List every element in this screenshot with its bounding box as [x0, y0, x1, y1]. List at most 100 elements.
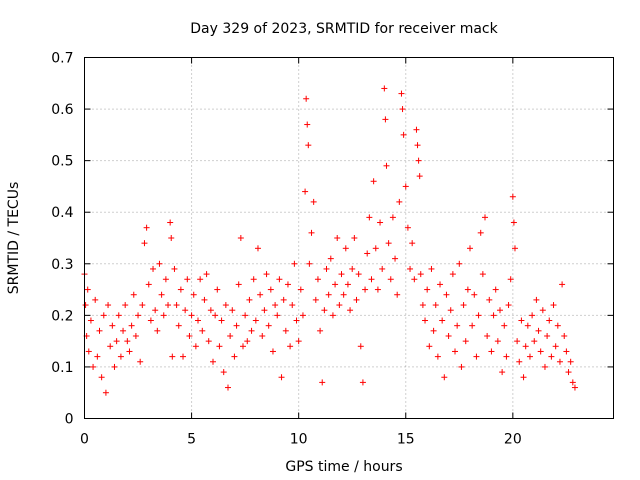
data-point	[293, 317, 300, 324]
data-point	[100, 312, 107, 319]
data-point	[510, 219, 517, 226]
data-point	[520, 374, 527, 381]
data-point	[359, 379, 366, 386]
data-point	[239, 343, 246, 350]
data-point	[456, 260, 463, 267]
data-point	[389, 214, 396, 221]
data-point	[409, 240, 416, 247]
data-point	[368, 276, 375, 283]
data-point	[452, 348, 459, 355]
y-tick-label: 0.4	[51, 205, 73, 221]
data-point	[416, 173, 423, 180]
data-point	[426, 343, 433, 350]
data-point	[197, 276, 204, 283]
data-point	[304, 121, 311, 128]
data-point	[490, 312, 497, 319]
data-point	[441, 374, 448, 381]
data-point	[177, 286, 184, 293]
data-point	[526, 353, 533, 360]
data-point	[128, 322, 135, 329]
data-point	[374, 286, 381, 293]
data-point	[481, 214, 488, 221]
data-point	[511, 245, 518, 252]
data-point	[150, 265, 157, 272]
data-point	[503, 353, 510, 360]
data-point	[274, 312, 281, 319]
data-point	[287, 343, 294, 350]
data-point	[385, 240, 392, 247]
data-point	[362, 286, 369, 293]
data-point	[414, 142, 421, 149]
data-point	[396, 198, 403, 205]
data-point	[276, 276, 283, 283]
data-point	[303, 95, 310, 102]
data-point	[132, 332, 139, 339]
x-tick-label: 10	[290, 432, 308, 448]
data-point	[205, 338, 212, 345]
data-point	[366, 214, 373, 221]
data-point	[484, 332, 491, 339]
data-point	[473, 353, 480, 360]
data-point	[411, 276, 418, 283]
data-point	[492, 286, 499, 293]
data-point	[201, 296, 208, 303]
data-point	[182, 307, 189, 314]
data-point	[295, 338, 302, 345]
data-point	[462, 338, 469, 345]
data-point	[565, 369, 572, 376]
data-point	[250, 276, 257, 283]
data-point	[488, 348, 495, 355]
data-point	[192, 343, 199, 350]
data-point	[188, 312, 195, 319]
data-point	[210, 358, 217, 365]
data-point	[550, 302, 557, 309]
data-point	[186, 332, 193, 339]
data-point	[231, 353, 238, 360]
data-point	[171, 265, 178, 272]
data-point	[370, 178, 377, 185]
y-tick-label: 0.2	[51, 308, 73, 324]
data-point	[147, 317, 154, 324]
data-point	[102, 389, 109, 396]
data-point	[84, 286, 91, 293]
data-point	[464, 286, 471, 293]
data-point	[154, 327, 161, 334]
data-point	[323, 265, 330, 272]
chart-title: Day 329 of 2023, SRMTID for receiver mac…	[190, 21, 498, 37]
data-point	[377, 219, 384, 226]
data-point	[535, 327, 542, 334]
data-point	[152, 307, 159, 314]
data-point	[364, 250, 371, 257]
data-point	[505, 302, 512, 309]
y-tick-label: 0.6	[51, 102, 73, 118]
data-point	[467, 245, 474, 252]
data-point	[336, 302, 343, 309]
data-point	[471, 291, 478, 298]
data-point	[355, 271, 362, 278]
data-point	[312, 296, 319, 303]
data-point	[556, 358, 563, 365]
data-point	[321, 307, 328, 314]
data-point	[92, 296, 99, 303]
data-point	[499, 369, 506, 376]
plot-frame	[84, 57, 614, 419]
data-point	[424, 286, 431, 293]
data-point	[475, 312, 482, 319]
data-point	[552, 343, 559, 350]
data-point	[98, 374, 105, 381]
data-point	[496, 307, 503, 314]
data-point	[544, 332, 551, 339]
data-point	[107, 343, 114, 350]
y-tick-label: 0.3	[51, 257, 73, 273]
data-point	[126, 348, 133, 355]
data-point	[449, 271, 456, 278]
data-point	[244, 338, 251, 345]
data-point	[90, 363, 97, 370]
data-point	[115, 312, 122, 319]
data-point	[559, 281, 566, 288]
y-axis-label: SRMTID / TECUs	[6, 182, 22, 295]
data-point	[124, 338, 131, 345]
data-point	[117, 353, 124, 360]
grid	[84, 57, 614, 419]
data-point	[344, 281, 351, 288]
